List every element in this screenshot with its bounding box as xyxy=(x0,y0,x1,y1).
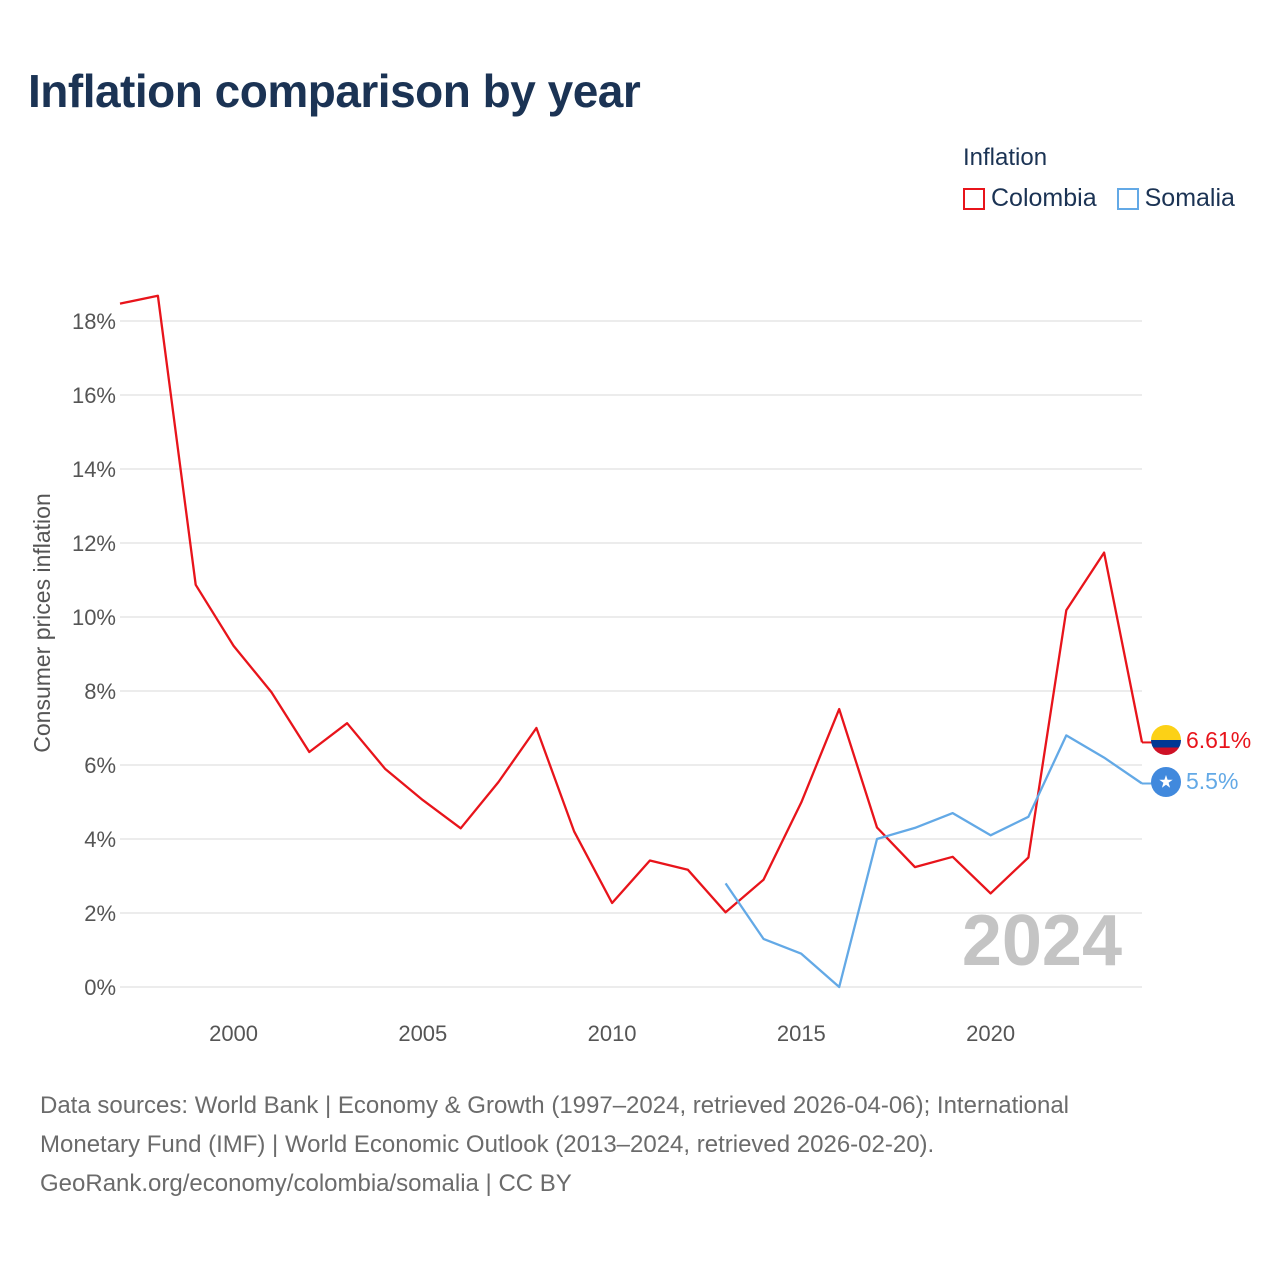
end-label-somalia: 5.5% xyxy=(1186,768,1238,794)
footer-line-1: Data sources: World Bank | Economy & Gro… xyxy=(40,1092,1070,1119)
y-tick-label: 6% xyxy=(84,753,116,778)
footer-line-3: GeoRank.org/economy/colombia/somalia | C… xyxy=(40,1170,572,1197)
series-line-somalia[interactable] xyxy=(724,734,1143,989)
year-watermark: 2024 xyxy=(962,901,1122,981)
footer-sources: Data sources: World Bank | Economy & Gro… xyxy=(40,1086,1240,1203)
y-tick-label: 18% xyxy=(72,309,116,334)
y-tick-label: 12% xyxy=(72,531,116,556)
y-tick-label: 4% xyxy=(84,827,116,852)
x-tick-label: 2010 xyxy=(588,1021,637,1046)
legend-label-somalia: Somalia xyxy=(1144,184,1235,212)
y-axis-label: Consumer prices inflation xyxy=(29,493,55,753)
legend-item-somalia[interactable]: Somalia xyxy=(1116,184,1235,213)
legend-swatch-somalia xyxy=(1116,187,1139,210)
y-tick-label: 14% xyxy=(72,457,116,482)
legend-item-colombia[interactable]: Colombia xyxy=(963,184,1097,213)
footer-line-2: Monetary Fund (IMF) | World Economic Out… xyxy=(40,1131,935,1158)
legend-label-colombia: Colombia xyxy=(991,184,1097,212)
legend-title: Inflation xyxy=(963,144,1048,171)
end-label-colombia: 6.61% xyxy=(1186,727,1251,753)
colombia-flag-icon xyxy=(1151,725,1181,755)
line-chart: 0% 2% 4% 6% 8% 10% 12% 14% 16% 18% 2000 2005 2010 20… xyxy=(29,294,1251,1046)
y-tick-label: 0% xyxy=(84,975,116,1000)
y-tick-label: 2% xyxy=(84,901,116,926)
x-tick-label: 2000 xyxy=(209,1021,258,1046)
somalia-flag-icon xyxy=(1151,767,1181,797)
x-tick-label: 2015 xyxy=(777,1021,826,1046)
y-tick-label: 10% xyxy=(72,605,116,630)
chart-title: Inflation comparison by year xyxy=(28,65,641,117)
y-tick-label: 16% xyxy=(72,383,116,408)
y-tick-label: 8% xyxy=(84,679,116,704)
legend-swatch-colombia xyxy=(963,187,985,210)
series-line-colombia[interactable] xyxy=(119,294,1144,914)
x-tick-label: 2005 xyxy=(398,1021,447,1046)
legend: Colombia Somalia xyxy=(963,184,1255,213)
x-tick-label: 2020 xyxy=(966,1021,1015,1046)
